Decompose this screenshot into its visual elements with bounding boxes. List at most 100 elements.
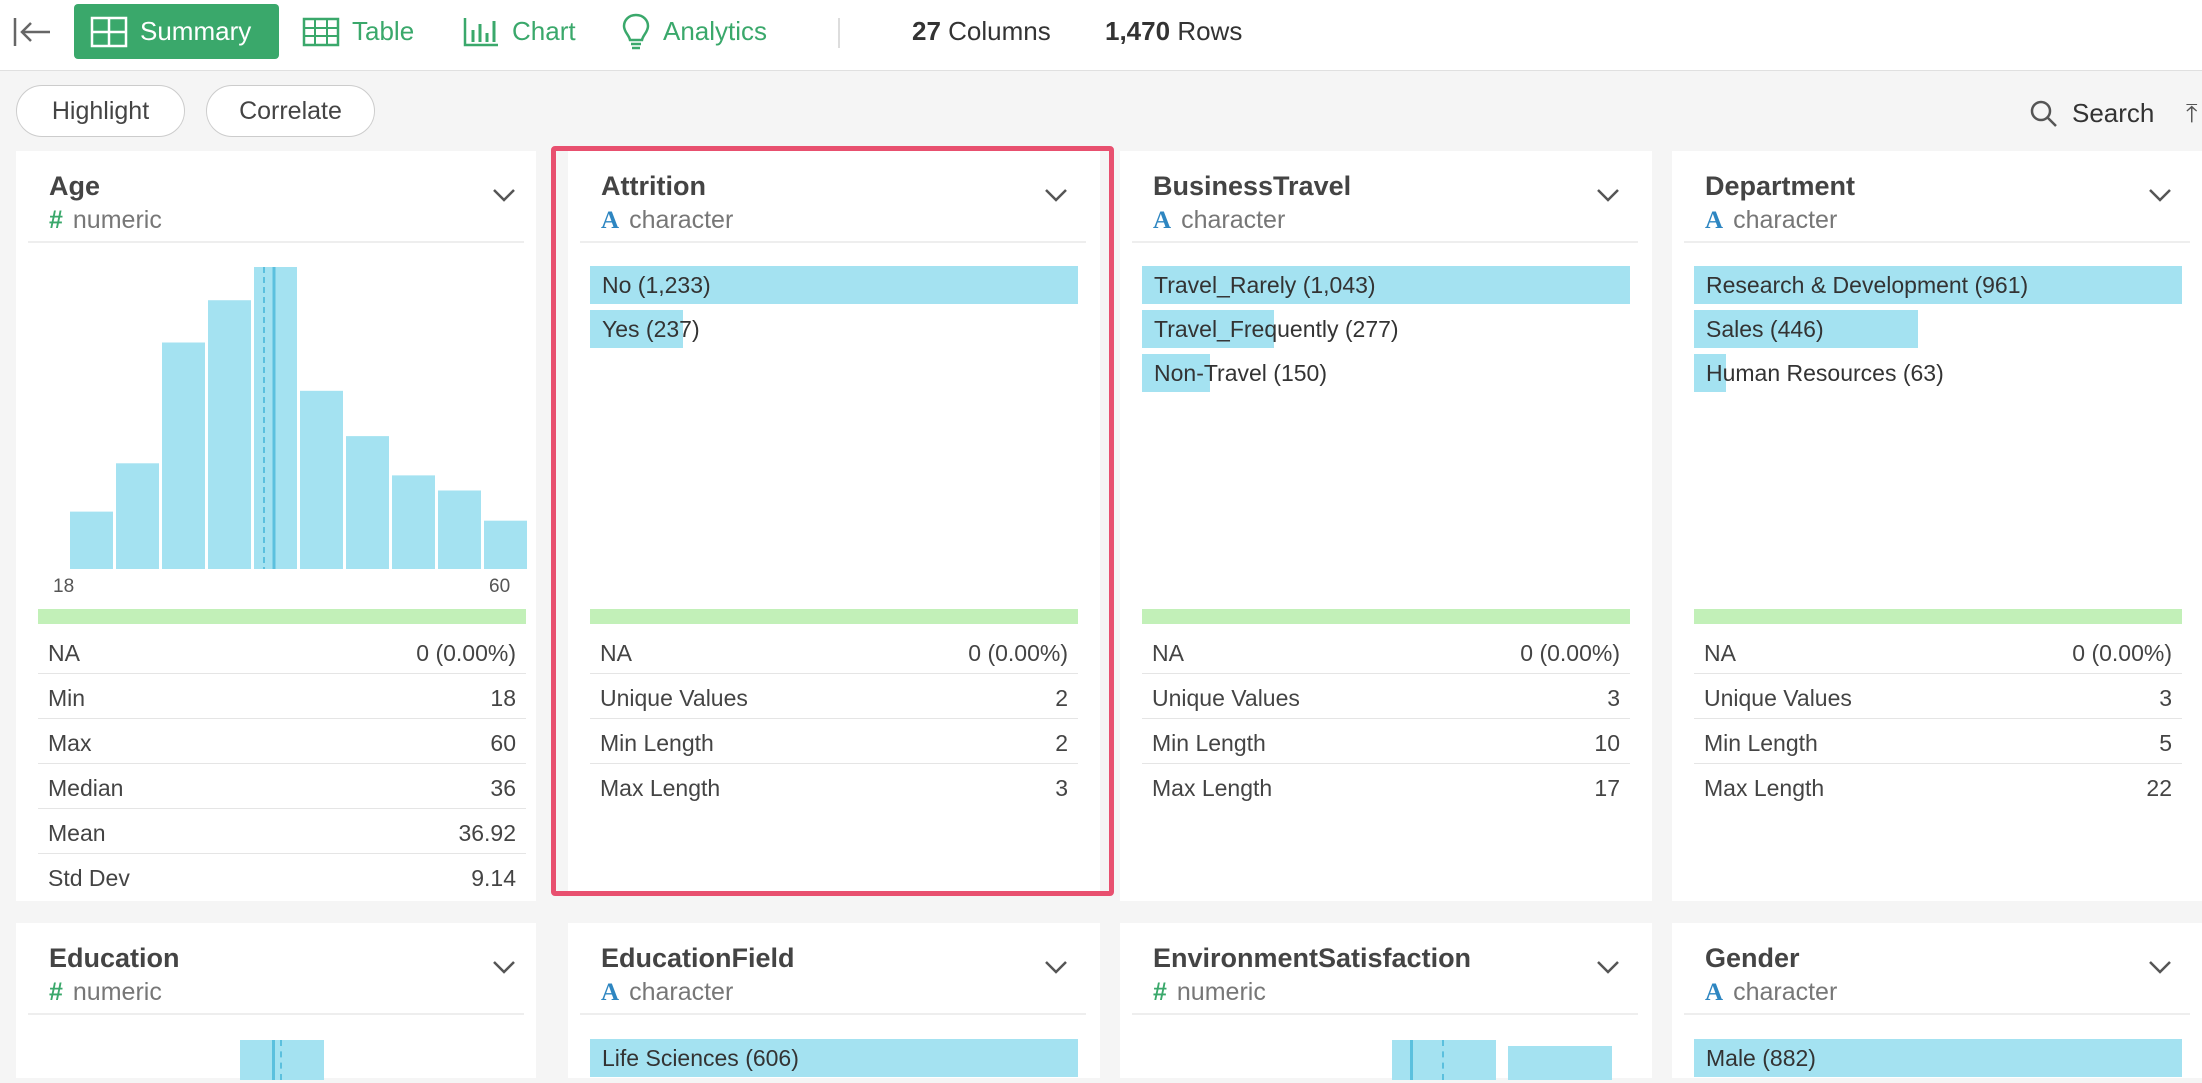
median-line <box>1410 1040 1413 1080</box>
column-card-education[interactable]: Education # numeric <box>16 923 536 1080</box>
lightbulb-icon <box>622 13 650 49</box>
category-bar-row[interactable]: Life Sciences (606) <box>590 1039 1078 1077</box>
stat-value: 36.92 <box>458 820 516 846</box>
stat-value: 22 <box>2146 775 2172 801</box>
stat-row: NA 0 (0.00%) <box>590 629 1078 674</box>
category-bar-row[interactable]: Human Resources (63) <box>1694 354 2182 392</box>
category-bar-row[interactable]: No (1,233) <box>590 266 1078 304</box>
tab-table-label: Table <box>352 16 415 46</box>
stats-table: NA 0 (0.00%) Unique Values 3 Min Length 5 Max … <box>1694 629 2182 809</box>
histogram-max-label: 60 <box>489 576 511 597</box>
stat-value: 10 <box>1594 730 1620 756</box>
character-a-icon: A <box>1153 207 1172 234</box>
category-bars: Travel_Rarely (1,043) Travel_Frequently (… <box>1142 266 1630 398</box>
category-bar-row[interactable]: Travel_Frequently (277) <box>1142 310 1630 348</box>
stat-row: Min Length 5 <box>1694 719 2182 764</box>
column-name: Department <box>1705 171 1856 201</box>
column-name: Education <box>49 943 180 973</box>
search-button[interactable]: Search <box>2030 98 2154 129</box>
tab-chart[interactable]: Chart <box>446 4 592 59</box>
category-bar-label: Life Sciences (606) <box>602 1045 799 1071</box>
chevron-down-icon[interactable] <box>2148 187 2172 203</box>
tab-analytics[interactable]: Analytics <box>605 4 783 59</box>
stat-value: 0 (0.00%) <box>1520 640 1620 666</box>
stat-label: Min Length <box>1704 730 1818 756</box>
stats-table: NA 0 (0.00%) Unique Values 2 Min Length 2 Max … <box>590 629 1078 809</box>
chevron-down-icon[interactable] <box>1044 959 1068 975</box>
stat-label: NA <box>600 640 632 666</box>
stat-row: NA 0 (0.00%) <box>1694 629 2182 674</box>
stat-label: Mean <box>48 820 106 846</box>
column-name: Attrition <box>601 171 706 201</box>
histogram-bar <box>70 511 113 569</box>
mean-line <box>1442 1040 1444 1080</box>
tab-table[interactable]: Table <box>286 4 430 59</box>
column-card-age[interactable]: Age # numeric 18 60 NA 0 (0.00%) Min 18 Max 60… <box>16 151 536 901</box>
histogram-bar <box>438 490 481 569</box>
age-histogram <box>70 267 527 569</box>
category-bar-fill <box>1694 1039 2182 1077</box>
stat-value: 0 (0.00%) <box>968 640 1068 666</box>
histogram-bar <box>484 520 527 569</box>
collapse-left-icon[interactable] <box>12 14 52 50</box>
stat-value: 2 <box>1055 685 1068 711</box>
export-icon[interactable]: ⤒ <box>2186 98 2198 128</box>
stat-value: 2 <box>1055 730 1068 756</box>
category-bar-row[interactable]: Sales (446) <box>1694 310 2182 348</box>
stat-label: Unique Values <box>600 685 748 711</box>
stat-row: Min Length 10 <box>1142 719 1630 764</box>
tab-summary[interactable]: Summary <box>74 4 279 59</box>
category-bars: Research & Development (961) Sales (446) H… <box>1694 266 2182 398</box>
category-bar-row[interactable]: Yes (237) <box>590 310 1078 348</box>
category-bar-label: No (1,233) <box>602 272 711 298</box>
stat-label: NA <box>1704 640 1736 666</box>
category-bar-row[interactable]: Research & Development (961) <box>1694 266 2182 304</box>
category-bar-fill <box>1142 266 1630 304</box>
chevron-down-icon[interactable] <box>1596 959 1620 975</box>
category-bars: Male (882) <box>1694 1039 2182 1083</box>
chevron-down-icon[interactable] <box>492 187 516 203</box>
stat-label: Min Length <box>600 730 714 756</box>
character-a-icon: A <box>601 979 620 1006</box>
category-bar-row[interactable]: Travel_Rarely (1,043) <box>1142 266 1630 304</box>
stat-value: 3 <box>1055 775 1068 801</box>
category-bar-label: Travel_Rarely (1,043) <box>1154 272 1376 298</box>
median-line <box>272 1040 275 1080</box>
card-divider <box>1684 1013 2190 1015</box>
card-divider <box>580 241 1086 243</box>
tab-analytics-label: Analytics <box>663 16 768 46</box>
column-type: # numeric <box>49 978 162 1006</box>
chevron-down-icon[interactable] <box>1044 187 1068 203</box>
chevron-down-icon[interactable] <box>1596 187 1620 203</box>
highlight-button[interactable]: Highlight <box>16 85 185 137</box>
stat-row: Min 18 <box>38 674 526 719</box>
histogram-bar <box>300 390 343 569</box>
card-divider <box>1132 241 1638 243</box>
column-card-environmentsatisfaction[interactable]: EnvironmentSatisfaction # numeric <box>1120 923 1652 1080</box>
category-bar-row[interactable]: Male (882) <box>1694 1039 2182 1077</box>
stat-value: 17 <box>1594 775 1620 801</box>
category-bar-row[interactable]: Non-Travel (150) <box>1142 354 1630 392</box>
stat-label: Unique Values <box>1152 685 1300 711</box>
histogram-bar <box>116 463 159 569</box>
chevron-down-icon[interactable] <box>492 959 516 975</box>
na-indicator-bar <box>1694 609 2182 624</box>
chevron-down-icon[interactable] <box>2148 959 2172 975</box>
column-name: EducationField <box>601 943 795 973</box>
columns-count: 27 Columns <box>912 16 1051 46</box>
category-bar-fill <box>590 310 683 348</box>
stat-value: 9.14 <box>471 865 516 891</box>
stat-label: Max Length <box>1704 775 1825 801</box>
stat-value: 36 <box>490 775 516 801</box>
correlate-button[interactable]: Correlate <box>206 85 375 137</box>
column-name: BusinessTravel <box>1153 171 1352 201</box>
tab-chart-label: Chart <box>512 16 576 46</box>
histogram-bar <box>346 436 389 569</box>
